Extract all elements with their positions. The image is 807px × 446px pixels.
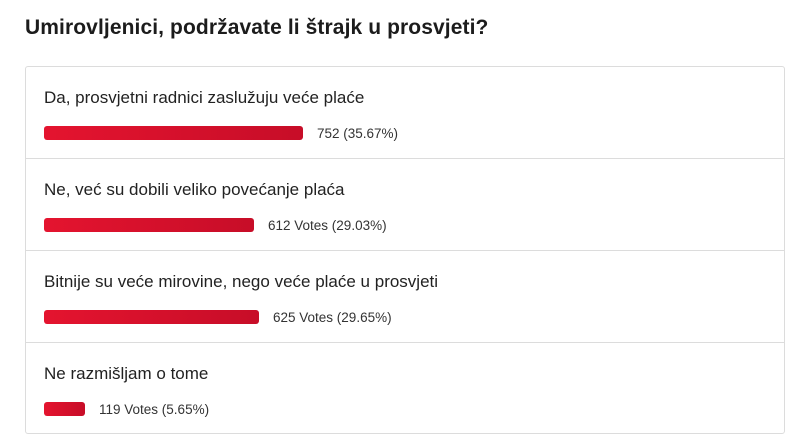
poll-option-label: Ne razmišljam o tome	[44, 364, 209, 383]
poll-options-container: Da, prosvjetni radnici zaslužuju veće pl…	[25, 66, 785, 434]
poll-result-row: 119 Votes (5.65%)	[44, 400, 209, 418]
poll-option-1[interactable]: Da, prosvjetni radnici zaslužuju veće pl…	[26, 67, 784, 159]
poll-result-bar	[44, 402, 85, 416]
poll-result-row: 752 (35.67%)	[44, 124, 398, 142]
poll-title: Umirovljenici, podržavate li štrajk u pr…	[25, 16, 489, 39]
poll-option-label: Ne, već su dobili veliko povećanje plaća	[44, 180, 345, 199]
poll-option-4[interactable]: Ne razmišljam o tome 119 Votes (5.65%)	[26, 343, 784, 435]
poll-result-bar	[44, 218, 254, 232]
poll-result-row: 625 Votes (29.65%)	[44, 308, 392, 326]
poll-result-text: 625 Votes (29.65%)	[273, 309, 392, 325]
poll-result-text: 752 (35.67%)	[317, 125, 399, 141]
poll-result-text: 119 Votes (5.65%)	[99, 401, 210, 417]
poll-option-3[interactable]: Bitnije su veće mirovine, nego veće plać…	[26, 251, 784, 343]
poll-result-text: 612 Votes (29.03%)	[268, 217, 387, 233]
poll-option-label: Da, prosvjetni radnici zaslužuju veće pl…	[44, 88, 365, 107]
poll-result-bar	[44, 126, 303, 140]
poll-option-2[interactable]: Ne, već su dobili veliko povećanje plaća…	[26, 159, 784, 251]
poll-option-label: Bitnije su veće mirovine, nego veće plać…	[44, 272, 439, 291]
poll-result-row: 612 Votes (29.03%)	[44, 216, 387, 234]
poll-result-bar	[44, 310, 259, 324]
